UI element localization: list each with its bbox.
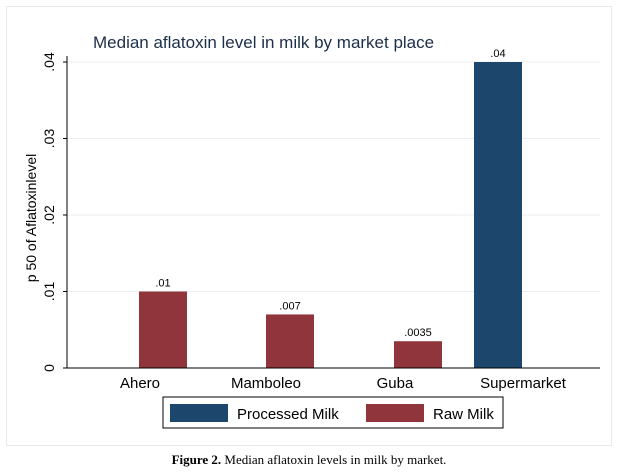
y-axis-label: p 50 of Aflatoxinlevel <box>23 154 39 282</box>
data-label: .0035 <box>404 327 432 339</box>
bar-guba <box>394 341 442 368</box>
data-label: .04 <box>490 48 505 60</box>
figure-caption: Figure 2. Median aflatoxin levels in mil… <box>0 452 618 468</box>
legend-label: Raw Milk <box>433 406 494 423</box>
y-tick-label: .04 <box>41 52 57 72</box>
legend-swatch <box>366 404 424 422</box>
y-tick-label: .02 <box>41 205 57 225</box>
x-tick-label: Supermarket <box>480 375 567 392</box>
bar-mamboleo <box>266 314 314 368</box>
bar-chart: 0 .01 .02 .03 .04 p 50 of Aflatoxinlevel Media… <box>23 33 600 429</box>
data-label: .007 <box>279 300 300 312</box>
x-tick-label: Mamboleo <box>231 375 301 392</box>
caption-text: Median aflatoxin levels in milk by marke… <box>221 452 447 467</box>
legend-label: Processed Milk <box>237 406 339 423</box>
chart-title: Median aflatoxin level in milk by market… <box>93 33 434 52</box>
x-tick-label: Guba <box>377 375 414 392</box>
y-tick-label: .01 <box>41 282 57 302</box>
y-tick-label: .03 <box>41 129 57 149</box>
data-label: .01 <box>155 278 170 290</box>
legend-swatch <box>170 404 228 422</box>
x-tick-label: Ahero <box>120 375 160 392</box>
caption-label: Figure 2. <box>171 452 222 467</box>
y-tick-label: 0 <box>41 364 57 372</box>
bar-supermarket <box>474 62 522 368</box>
bar-ahero <box>139 291 187 368</box>
